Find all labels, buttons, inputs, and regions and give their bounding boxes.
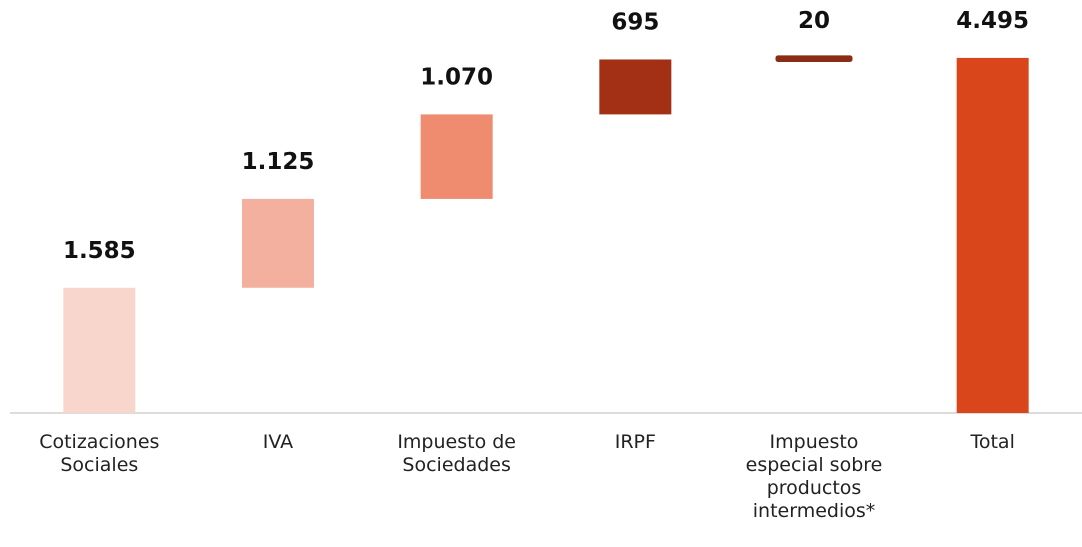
category-label: Impuesto especial sobre productos interm… (745, 431, 883, 522)
bar (63, 287, 136, 413)
category-label: Cotizaciones Sociales (39, 431, 160, 476)
value-label: 1.070 (420, 64, 493, 90)
category-label: IRPF (614, 431, 656, 453)
bar (599, 59, 672, 115)
value-label: 4.495 (956, 8, 1029, 34)
value-label: 1.125 (242, 149, 315, 175)
category-label: Total (970, 431, 1015, 453)
bar (242, 198, 314, 288)
value-label: 20 (798, 8, 830, 34)
bar (775, 55, 853, 62)
bar (956, 57, 1029, 414)
value-label: 1.585 (63, 238, 136, 264)
category-label: IVA (262, 431, 294, 453)
category-label: Impuesto de Sociedades (397, 431, 516, 476)
value-label: 695 (611, 9, 659, 35)
bar (420, 114, 493, 199)
